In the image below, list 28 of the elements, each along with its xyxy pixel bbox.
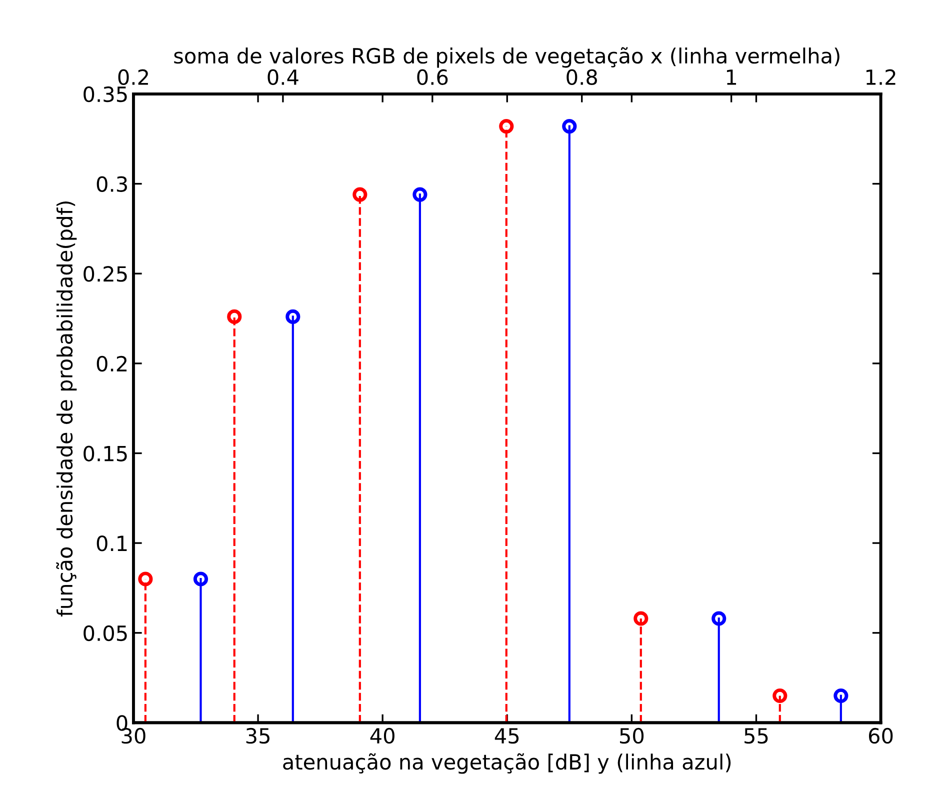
y-tick-label: 0.25 [84,266,127,282]
x2-axis-title: soma de valores RGB de pixels de vegetação x (linha vermelha) [174,47,840,68]
y-tick-label: 0.05 [84,625,127,642]
point [412,187,428,202]
point [286,309,300,324]
point [712,611,726,626]
x2-tick-label: 1.2 [866,69,896,85]
x-tick-label: 45 [494,728,519,744]
x2-tick-label: 0.2 [118,69,148,86]
point [193,572,208,586]
x-tick-label: 55 [744,728,768,744]
y-axis-title: função densidade de probabilidade(pdf) [56,201,77,616]
y-tick-label: 0.15 [84,446,127,462]
x-tick-label: 50 [620,728,644,744]
x2-tick-label: 0.4 [268,69,298,86]
x2-tick-label: 1 [726,70,736,85]
y-tick-label: 0.1 [96,536,127,552]
point [562,118,577,134]
x2-tick-label: 0.6 [417,69,448,86]
y-tick-label: 0.3 [96,176,127,192]
x-axis-title: atenuação na vegetação [dB] y (linha azul) [283,753,731,774]
x-tick-label: 40 [370,728,394,744]
x-tick-label: 60 [868,728,893,744]
y-tick-label: 0.35 [84,86,127,102]
y-tick-label: 0.2 [96,356,127,372]
x2-tick-label: 0.8 [566,69,597,86]
x-tick-label: 35 [246,728,270,744]
point [834,688,848,704]
